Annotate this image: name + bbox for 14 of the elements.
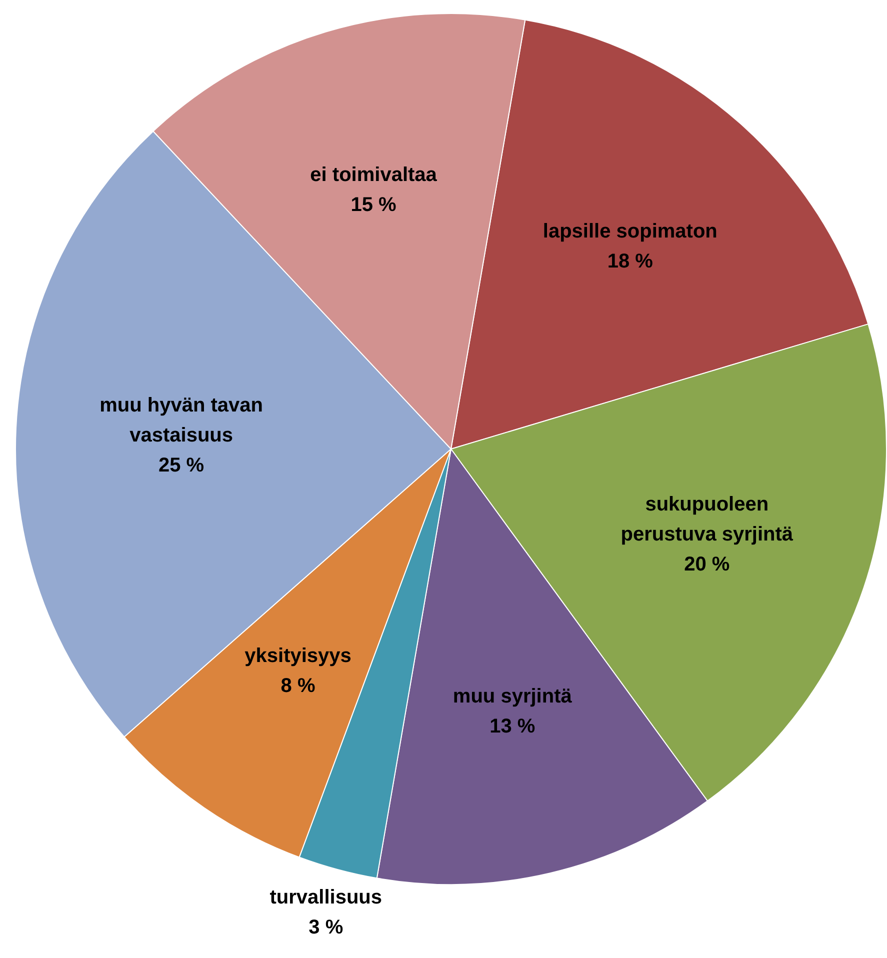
- slice-label: sukupuoleen perustuva syrjintä: [620, 494, 794, 546]
- data-label: 20 %: [684, 554, 730, 576]
- data-label: 8 %: [280, 675, 316, 698]
- data-label: 18 %: [607, 250, 654, 272]
- slice-label: lapsille sopimaton: [542, 220, 718, 242]
- data-label: 15 %: [350, 194, 397, 216]
- slice-label: ei toimivaltaa: [310, 164, 438, 186]
- slice-label: yksityisyys: [244, 645, 352, 668]
- slice-label: muu syrjintä: [452, 685, 573, 708]
- slice-label: muu hyvän tavan vastaisuus: [100, 394, 263, 447]
- slice-label: turvallisuus: [270, 886, 382, 908]
- data-label: 25 %: [158, 454, 204, 477]
- data-label: 3 %: [308, 916, 344, 938]
- data-label: 13 %: [490, 715, 536, 738]
